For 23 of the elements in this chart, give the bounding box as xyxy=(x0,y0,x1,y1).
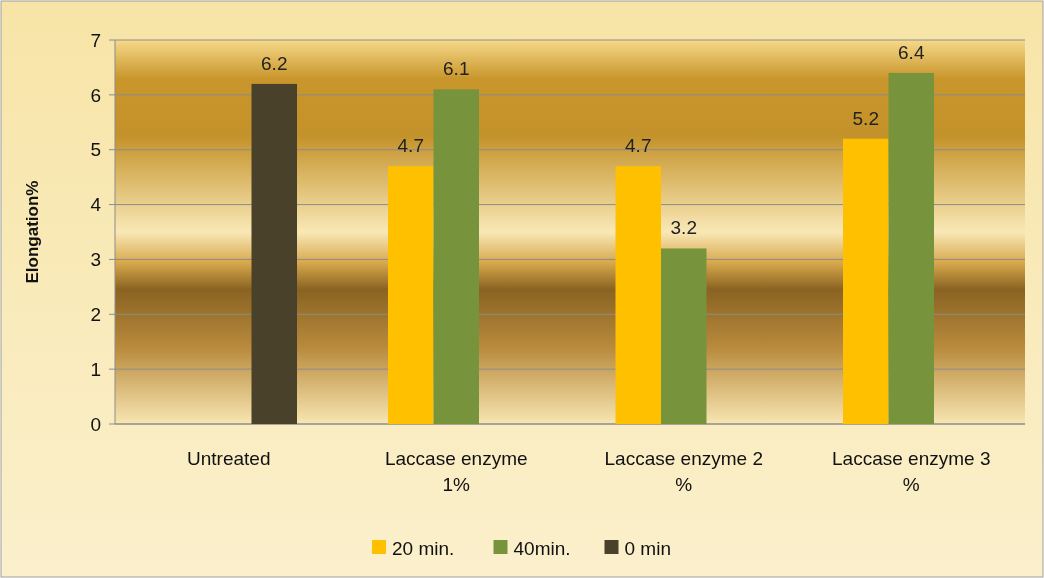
legend-label: 0 min xyxy=(624,537,671,559)
y-tick-label: 7 xyxy=(90,29,101,51)
x-tick-label: Laccase enzyme 1% xyxy=(384,448,528,495)
legend-label: 20 min. xyxy=(392,537,455,559)
x-tick-label: Untreated xyxy=(187,448,271,469)
y-tick-label: 1 xyxy=(90,358,101,380)
data-label: 6.1 xyxy=(443,58,470,80)
y-tick-label: 6 xyxy=(90,84,101,106)
data-label: 6.2 xyxy=(261,52,288,74)
y-tick-label: 2 xyxy=(90,303,101,325)
data-label: 3.2 xyxy=(670,217,697,239)
x-tick-label: Laccase enzyme 2 % xyxy=(604,448,763,495)
data-label: 4.7 xyxy=(397,135,424,157)
y-tick-label: 0 xyxy=(90,413,101,435)
data-label: 6.4 xyxy=(898,41,925,63)
legend-label: 40min. xyxy=(513,537,571,559)
y-tick-label: 3 xyxy=(90,249,101,271)
data-label: 5.2 xyxy=(852,107,879,129)
y-axis-title: Elongation% xyxy=(23,180,42,284)
y-tick-label: 4 xyxy=(90,194,102,216)
y-tick-label: 5 xyxy=(90,139,101,161)
data-label: 4.7 xyxy=(625,135,652,157)
x-tick-label: Laccase enzyme 3 % xyxy=(832,448,991,495)
